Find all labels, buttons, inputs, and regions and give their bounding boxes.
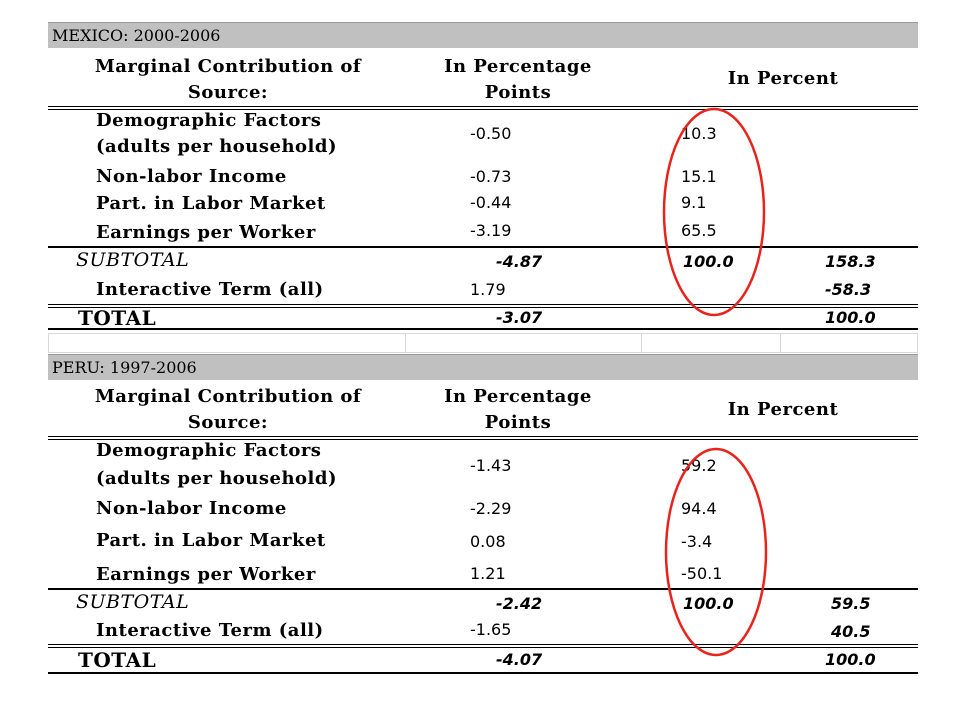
peru-interactive-points: -1.65 xyxy=(470,620,512,639)
mexico-total-label: TOTAL xyxy=(78,306,157,330)
peru-row-nonlabor-label: Non-labor Income xyxy=(96,498,287,519)
mexico-total-pct-total: 100.0 xyxy=(825,308,876,327)
mexico-total-points: -3.07 xyxy=(496,308,543,327)
peru-header-points-line1: In Percentage xyxy=(444,386,592,407)
peru-total-rule xyxy=(48,644,918,648)
peru-header-points-line2: Points xyxy=(484,412,552,433)
mexico-interactive-pct-total: -58.3 xyxy=(825,280,872,299)
peru-subtotal-pct: 100.0 xyxy=(683,594,734,613)
mexico-table: MEXICO: 2000-2006 Marginal Contribution … xyxy=(48,22,918,332)
mexico-row-earnings-points: -3.19 xyxy=(470,221,512,240)
peru-header-source-line2: Source: xyxy=(187,412,269,433)
mexico-row-nonlabor-points: -0.73 xyxy=(470,167,512,186)
peru-subtotal-points: -2.42 xyxy=(496,594,543,613)
mexico-row-labor-market-pct: 9.1 xyxy=(681,193,707,212)
peru-percent-highlight-oval xyxy=(664,447,768,657)
mexico-total-rule xyxy=(48,304,918,308)
mexico-subtotal-label: SUBTOTAL xyxy=(76,249,190,271)
mexico-interactive-label: Interactive Term (all) xyxy=(96,279,324,300)
mexico-bottom-rule xyxy=(48,328,918,330)
mexico-header-percent: In Percent xyxy=(727,68,839,89)
peru-row-demographic-label-2: (adults per household) xyxy=(96,468,337,489)
peru-header-source-line1: Marginal Contribution of xyxy=(94,386,362,407)
mexico-row-labor-market-points: -0.44 xyxy=(470,193,512,212)
mexico-header-source-line1: Marginal Contribution of xyxy=(94,56,362,77)
mexico-row-labor-market-label: Part. in Labor Market xyxy=(96,193,326,214)
peru-interactive-pct-total: 40.5 xyxy=(831,622,871,641)
peru-row-nonlabor-pct: 94.4 xyxy=(681,499,717,518)
peru-row-earnings-pct: -50.1 xyxy=(681,564,723,583)
peru-total-label: TOTAL xyxy=(78,648,157,672)
mexico-subtotal-points: -4.87 xyxy=(496,252,543,271)
peru-title: PERU: 1997-2006 xyxy=(48,354,918,380)
mexico-row-earnings-label: Earnings per Worker xyxy=(96,222,316,243)
peru-subtotal-pct-total: 59.5 xyxy=(831,594,871,613)
peru-total-pct-total: 100.0 xyxy=(825,650,876,669)
mexico-row-nonlabor-pct: 15.1 xyxy=(681,167,717,186)
peru-header-source: Marginal Contribution of Source: xyxy=(68,384,388,436)
mexico-header-source: Marginal Contribution of Source: xyxy=(68,54,388,106)
peru-subtotal-rule xyxy=(48,588,918,590)
mexico-row-demographic-label-1: Demographic Factors xyxy=(96,110,322,131)
peru-total-points: -4.07 xyxy=(496,650,543,669)
mexico-row-demographic-label-2: (adults per household) xyxy=(96,136,337,157)
spacer-col-sep-2 xyxy=(641,334,642,352)
spacer-row xyxy=(48,333,918,353)
mexico-header-points-line2: Points xyxy=(484,82,552,103)
spacer-col-sep-1 xyxy=(405,334,406,352)
mexico-row-nonlabor-label: Non-labor Income xyxy=(96,166,287,187)
mexico-title: MEXICO: 2000-2006 xyxy=(48,22,918,48)
peru-interactive-label: Interactive Term (all) xyxy=(96,620,324,641)
mexico-header-points-line1: In Percentage xyxy=(444,56,592,77)
peru-row-labor-market-label: Part. in Labor Market xyxy=(96,530,326,551)
peru-header-percent: In Percent xyxy=(727,399,839,420)
mexico-row-demographic-points: -0.50 xyxy=(470,124,512,143)
mexico-subtotal-pct-total: 158.3 xyxy=(825,252,876,271)
peru-bottom-rule xyxy=(48,672,918,674)
peru-row-demographic-pct: 59.2 xyxy=(681,456,717,475)
mexico-percent-highlight-oval xyxy=(662,107,766,317)
peru-row-earnings-points: 1.21 xyxy=(470,564,506,583)
peru-header-rule xyxy=(48,436,918,440)
peru-subtotal-label: SUBTOTAL xyxy=(76,591,190,613)
mexico-header-points: In Percentage Points xyxy=(408,54,628,106)
mexico-row-demographic-pct: 10.3 xyxy=(681,124,717,143)
mexico-interactive-points: 1.79 xyxy=(470,280,506,299)
mexico-row-earnings-pct: 65.5 xyxy=(681,221,717,240)
peru-header-points: In Percentage Points xyxy=(408,384,628,436)
peru-row-earnings-label: Earnings per Worker xyxy=(96,564,316,585)
peru-row-labor-market-points: 0.08 xyxy=(470,532,506,551)
peru-row-nonlabor-points: -2.29 xyxy=(470,499,512,518)
mexico-subtotal-rule xyxy=(48,246,918,248)
peru-row-labor-market-pct: -3.4 xyxy=(681,532,713,551)
spacer-col-sep-3 xyxy=(780,334,781,352)
peru-table: PERU: 1997-2006 Marginal Contribution of… xyxy=(48,354,918,684)
mexico-subtotal-pct: 100.0 xyxy=(683,252,734,271)
mexico-header-source-line2: Source: xyxy=(187,82,269,103)
peru-row-demographic-points: -1.43 xyxy=(470,456,512,475)
mexico-header-rule xyxy=(48,106,918,110)
peru-row-demographic-label-1: Demographic Factors xyxy=(96,440,322,461)
